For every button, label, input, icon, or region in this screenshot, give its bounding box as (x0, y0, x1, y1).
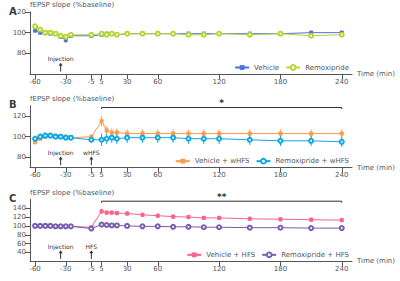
svg-text:B: B (9, 99, 17, 110)
svg-text:Time (min): Time (min) (356, 70, 395, 78)
svg-text:Time (min): Time (min) (356, 164, 395, 172)
svg-text:240: 240 (335, 171, 348, 179)
svg-text:240: 240 (335, 265, 348, 273)
svg-text:wHFS: wHFS (83, 149, 100, 156)
svg-text:HFS: HFS (85, 243, 97, 250)
svg-text:Vehicle: Vehicle (254, 64, 279, 72)
svg-text:180: 180 (274, 78, 287, 86)
svg-text:140: 140 (13, 204, 26, 212)
svg-text:120: 120 (13, 213, 26, 221)
svg-text:Injection: Injection (48, 149, 74, 157)
svg-text:30: 30 (123, 78, 132, 86)
svg-text:30: 30 (123, 265, 132, 273)
svg-text:5: 5 (99, 78, 103, 86)
svg-text:Injection: Injection (48, 55, 74, 63)
svg-text:**: ** (217, 192, 227, 202)
svg-text:Vehicle + wHFS: Vehicle + wHFS (195, 157, 250, 165)
svg-text:120: 120 (13, 112, 26, 120)
svg-text:30: 30 (123, 171, 132, 179)
svg-text:-60: -60 (29, 78, 40, 86)
svg-text:-5: -5 (88, 171, 95, 179)
svg-text:Vehicle + HFS: Vehicle + HFS (206, 251, 256, 259)
svg-text:180: 180 (274, 265, 287, 273)
svg-text:60: 60 (153, 171, 162, 179)
svg-text:fEPSP slope (%baseline): fEPSP slope (%baseline) (30, 1, 115, 9)
svg-text:-30: -30 (60, 78, 71, 86)
svg-text:5: 5 (99, 265, 103, 273)
svg-text:-30: -30 (60, 171, 71, 179)
svg-text:-30: -30 (60, 265, 71, 273)
svg-text:120: 120 (212, 171, 225, 179)
svg-text:Remoxipride: Remoxipride (305, 64, 349, 72)
svg-text:60: 60 (153, 78, 162, 86)
svg-text:80: 80 (17, 49, 26, 57)
svg-text:Remoxipride + wHFS: Remoxipride + wHFS (276, 157, 350, 165)
svg-text:120: 120 (212, 78, 225, 86)
svg-text:C: C (9, 193, 16, 204)
svg-text:-5: -5 (88, 265, 95, 273)
svg-text:120: 120 (212, 265, 225, 273)
svg-text:-60: -60 (29, 171, 40, 179)
svg-text:100: 100 (13, 222, 26, 230)
svg-text:A: A (9, 6, 17, 17)
svg-text:Time (min): Time (min) (356, 257, 395, 265)
svg-text:80: 80 (17, 231, 26, 239)
svg-text:5: 5 (99, 171, 103, 179)
svg-text:fEPSP slope (%baseline): fEPSP slope (%baseline) (30, 95, 115, 103)
svg-text:40: 40 (17, 248, 26, 256)
svg-text:*: * (219, 98, 224, 108)
svg-text:100: 100 (13, 133, 26, 141)
svg-text:240: 240 (335, 78, 348, 86)
svg-text:60: 60 (153, 265, 162, 273)
svg-text:100: 100 (13, 29, 26, 37)
svg-text:120: 120 (12, 8, 26, 16)
svg-text:Injection: Injection (48, 243, 74, 251)
svg-text:-60: -60 (29, 265, 40, 273)
svg-text:Remoxipride + HFS: Remoxipride + HFS (281, 251, 349, 259)
svg-text:80: 80 (17, 153, 26, 161)
svg-text:fEPSP slope (%baseline): fEPSP slope (%baseline) (30, 189, 115, 197)
svg-text:180: 180 (274, 171, 287, 179)
svg-text:60: 60 (17, 240, 26, 248)
svg-text:-5: -5 (88, 78, 95, 86)
